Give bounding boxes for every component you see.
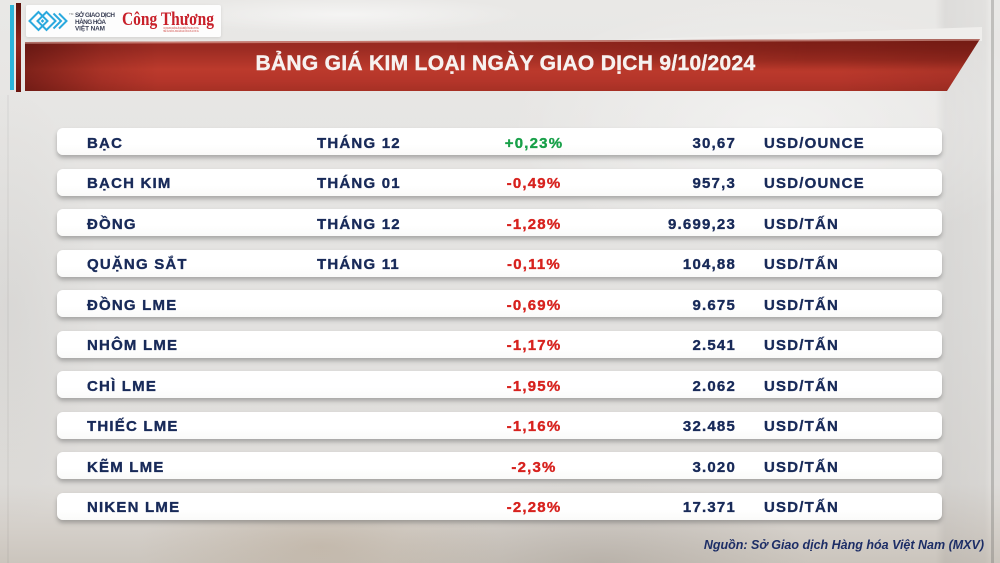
svg-text:TIẾNG NÓI CỦA NGÀNH CÔNG THƯƠN: TIẾNG NÓI CỦA NGÀNH CÔNG THƯƠNG xyxy=(163,28,199,33)
svg-text:HÀNG HÓA: HÀNG HÓA xyxy=(75,17,106,26)
svg-text:SỞ GIAO DỊCH: SỞ GIAO DỊCH xyxy=(75,10,115,19)
svg-text:CƠ QUAN NGÔN LUẬN CỦA BỘ CÔNG: CƠ QUAN NGÔN LUẬN CỦA BỘ CÔNG THƯƠNG xyxy=(163,25,199,30)
svg-text:TM: TM xyxy=(69,12,74,16)
svg-text:Công Thương: Công Thương xyxy=(122,10,215,30)
svg-text:VIỆT NAM: VIỆT NAM xyxy=(75,24,105,33)
